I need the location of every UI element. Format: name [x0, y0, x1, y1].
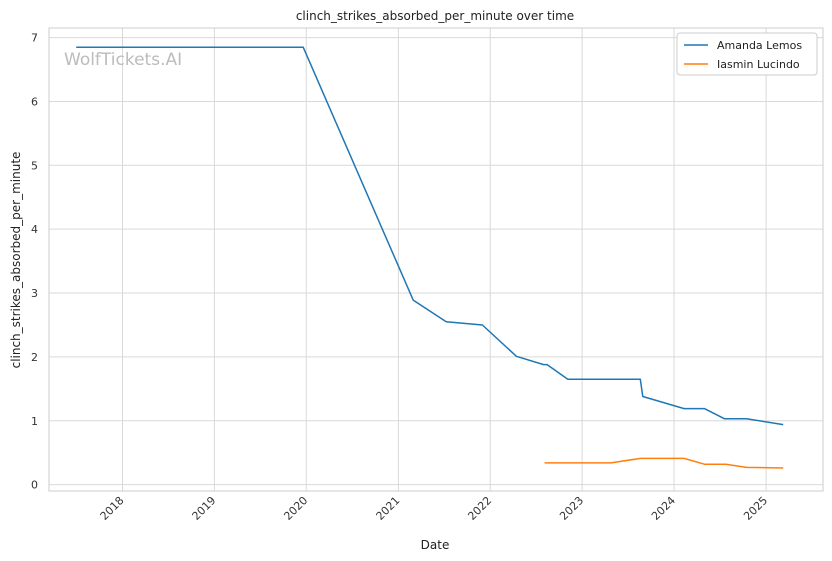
y-tick-label-1: 1 [31, 415, 38, 428]
legend-box [676, 32, 818, 76]
y-tick-label-0: 0 [31, 479, 38, 492]
watermark: WolfTickets.AI [64, 50, 182, 70]
legend-label-amanda-lemos: Amanda Lemos [717, 39, 802, 52]
y-axis-ticks: 0 1 2 3 4 5 6 7 [31, 32, 38, 492]
chart-title: clinch_strikes_absorbed_per_minute over … [296, 9, 574, 23]
y-axis-label: clinch_strikes_absorbed_per_minute [9, 152, 23, 369]
y-tick-label-3: 3 [31, 287, 38, 300]
series-line-iasmin-lucindo [544, 457, 784, 469]
series-line-amanda-lemos [76, 46, 784, 426]
legend: Amanda Lemos Iasmin Lucindo [676, 32, 818, 76]
y-tick-label-6: 6 [31, 95, 38, 108]
x-axis-label: Date [421, 538, 450, 552]
y-tick-label-5: 5 [31, 159, 38, 172]
y-tick-label-2: 2 [31, 351, 38, 364]
legend-label-iasmin-lucindo: Iasmin Lucindo [717, 58, 800, 71]
y-tick-label-4: 4 [31, 223, 38, 236]
grid [49, 28, 823, 491]
y-tick-label-7: 7 [31, 32, 38, 45]
plot-area-frame [48, 27, 824, 492]
series-layer [76, 46, 784, 469]
